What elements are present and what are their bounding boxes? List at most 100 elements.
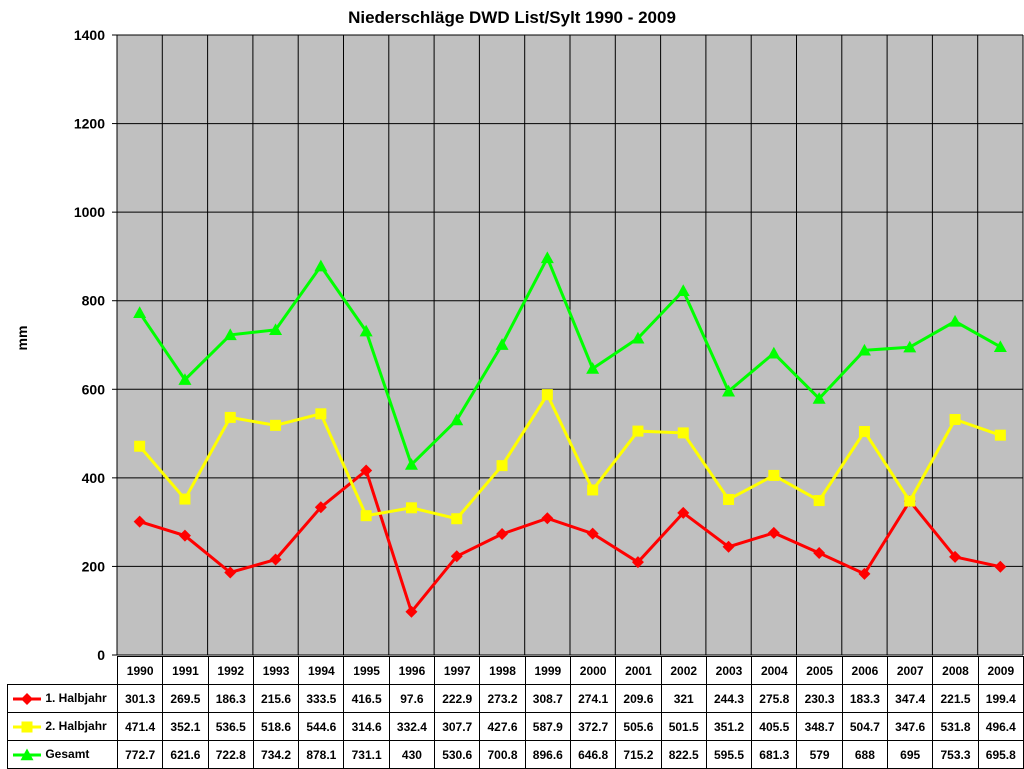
table-cell: 97.6	[388, 684, 436, 713]
category-label: 2008	[932, 656, 979, 685]
table-cell: 274.1	[569, 684, 617, 713]
table-cell: 587.9	[524, 712, 571, 741]
table-cell: 688	[841, 740, 889, 769]
table-cell: 372.7	[569, 712, 617, 741]
table-cell: 348.7	[796, 712, 843, 741]
table-cell: 308.7	[524, 684, 571, 713]
table-cell: 731.1	[343, 740, 390, 769]
table-cell: 275.8	[751, 684, 798, 713]
data-point-2	[405, 502, 417, 514]
data-point-2	[451, 513, 463, 525]
data-point-3	[857, 343, 871, 356]
data-point-1	[994, 560, 1007, 573]
data-point-2	[723, 493, 735, 505]
data-point-2	[949, 413, 961, 425]
table-cell: 772.7	[116, 740, 164, 769]
y-tick-label: 400	[82, 470, 106, 486]
data-point-3	[586, 362, 600, 374]
data-point-1	[722, 540, 735, 553]
data-point-1	[224, 566, 237, 579]
category-label: 1992	[207, 656, 254, 685]
table-cell: 199.4	[977, 684, 1024, 713]
data-point-3	[404, 458, 418, 470]
table-cell: 244.3	[705, 684, 753, 713]
legend-label: 2. Halbjahr	[42, 719, 107, 734]
table-cell: 321	[660, 684, 707, 713]
data-point-1	[133, 515, 146, 528]
category-label: 2007	[887, 656, 934, 685]
category-label: 2006	[841, 656, 889, 685]
table-cell: 314.6	[343, 712, 390, 741]
chart-title: Niederschläge DWD List/Sylt 1990 - 2009	[348, 8, 676, 27]
legend-key	[13, 721, 41, 733]
data-point-2	[768, 469, 780, 481]
category-label: 1998	[479, 656, 526, 685]
data-point-3	[631, 331, 645, 344]
table-cell: 753.3	[932, 740, 979, 769]
table-cell: 530.6	[434, 740, 481, 769]
y-tick-label: 0	[97, 647, 105, 660]
category-label: 1993	[252, 656, 300, 685]
data-point-1	[496, 528, 509, 541]
table-cell: 878.1	[298, 740, 345, 769]
category-label: 2005	[796, 656, 843, 685]
table-cell: 183.3	[841, 684, 889, 713]
y-tick-label: 600	[82, 381, 106, 397]
series-lines	[138, 254, 1002, 615]
data-point-3	[269, 323, 283, 336]
series-line-2	[138, 391, 1001, 521]
data-point-2	[270, 419, 282, 431]
table-cell: 230.3	[796, 684, 843, 713]
y-tick-label: 1000	[74, 204, 105, 220]
data-point-3	[676, 284, 690, 296]
data-point-2	[587, 484, 599, 496]
table-cell: 427.6	[479, 712, 526, 741]
table-cell: 209.6	[615, 684, 662, 713]
data-point-3	[314, 259, 328, 272]
data-point-3	[223, 328, 237, 341]
y-tick-label: 1200	[74, 116, 105, 132]
data-point-3	[540, 251, 554, 264]
table-cell: 595.5	[705, 740, 753, 769]
table-cell: 504.7	[841, 712, 889, 741]
legend-marker	[20, 748, 34, 761]
table-row: Gesamt 772.7 621.6 722.8 734.2 878.1 731.1 430 5…	[7, 740, 1024, 769]
table-cell: 416.5	[343, 684, 390, 713]
data-point-3	[178, 373, 192, 385]
data-point-2	[813, 495, 825, 507]
table-header-row: 1990 1991 1992 1993 1994 1995 1996 1997 1998 1999…	[7, 656, 1024, 685]
data-point-1	[813, 547, 826, 560]
data-point-3	[948, 314, 962, 327]
data-point-2	[360, 510, 372, 522]
category-label: 1999	[524, 656, 571, 685]
table-cell: 352.1	[162, 712, 209, 741]
category-label: 2001	[615, 656, 662, 685]
table-corner	[7, 656, 118, 685]
data-point-3	[812, 392, 826, 404]
table-cell: 273.2	[479, 684, 526, 713]
table-cell: 896.6	[524, 740, 571, 769]
category-label: 1996	[388, 656, 436, 685]
data-point-3	[359, 324, 373, 337]
data-point-2	[179, 493, 191, 505]
table-cell: 496.4	[977, 712, 1024, 741]
data-point-2	[496, 460, 508, 472]
series-markers	[133, 251, 1007, 618]
table-cell: 579	[796, 740, 843, 769]
series-line-3	[138, 254, 1002, 468]
data-point-1	[360, 464, 373, 477]
table-cell: 215.6	[252, 684, 300, 713]
table-cell: 269.5	[162, 684, 209, 713]
table-cell: 695	[887, 740, 934, 769]
table-cell: 501.5	[660, 712, 707, 741]
data-point-2	[541, 389, 553, 401]
data-point-2	[858, 425, 870, 437]
table-cell: 505.6	[615, 712, 662, 741]
legend-entry: Gesamt	[7, 740, 118, 769]
data-point-2	[134, 440, 146, 452]
table-cell: 471.4	[116, 712, 164, 741]
table-row: 1. Halbjahr 301.3 269.5 186.3 215.6 333.5 416.…	[7, 684, 1024, 713]
data-point-3	[450, 413, 464, 426]
table-cell: 531.8	[932, 712, 979, 741]
table-cell: 430	[388, 740, 436, 769]
